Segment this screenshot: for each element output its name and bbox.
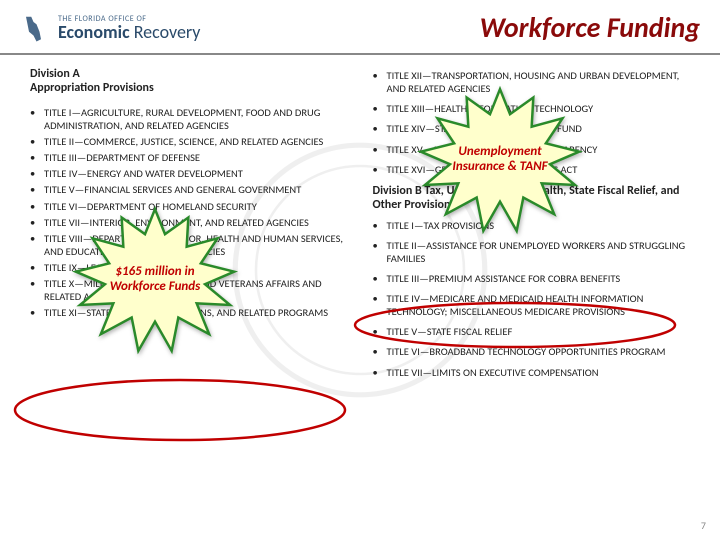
starburst-workforce-text: $165 million in Workforce Funds [87,265,223,295]
oval-title-ii-right [350,300,680,350]
division-b-list: •TITLE I—TAX PROVISIONS•TITLE II—ASSISTA… [373,219,701,379]
division-a-heading: Division A Appropriation Provisions [30,67,358,96]
oval-title-viii [10,375,350,445]
list-item: •TITLE IV—ENERGY AND WATER DEVELOPMENT [30,167,358,180]
florida-icon [20,13,50,43]
header: THE FLORIDA OFFICE OF Economic Recovery … [0,0,720,55]
starburst-workforce: $165 million in Workforce Funds [70,205,240,355]
list-item: •TITLE III—PREMIUM ASSISTANCE FOR COBRA … [373,272,701,285]
page-title: Workforce Funding [480,10,700,45]
starburst-unemployment-text: Unemployment Insurance & TANF [432,145,568,175]
logo: THE FLORIDA OFFICE OF Economic Recovery [20,13,200,43]
starburst-unemployment: Unemployment Insurance & TANF [415,85,585,235]
list-item: •TITLE III—DEPARTMENT OF DEFENSE [30,151,358,164]
list-item: •TITLE I—AGRICULTURE, RURAL DEVELOPMENT,… [30,106,358,132]
list-item: •TITLE II—ASSISTANCE FOR UNEMPLOYED WORK… [373,239,701,265]
page-number: 7 [701,519,706,532]
logo-main-text: Economic Recovery [58,23,200,41]
list-item: •TITLE II—COMMERCE, JUSTICE, SCIENCE, AN… [30,135,358,148]
list-item: •TITLE V—FINANCIAL SERVICES AND GENERAL … [30,183,358,196]
list-item: •TITLE VII—LIMITS ON EXECUTIVE COMPENSAT… [373,366,701,379]
